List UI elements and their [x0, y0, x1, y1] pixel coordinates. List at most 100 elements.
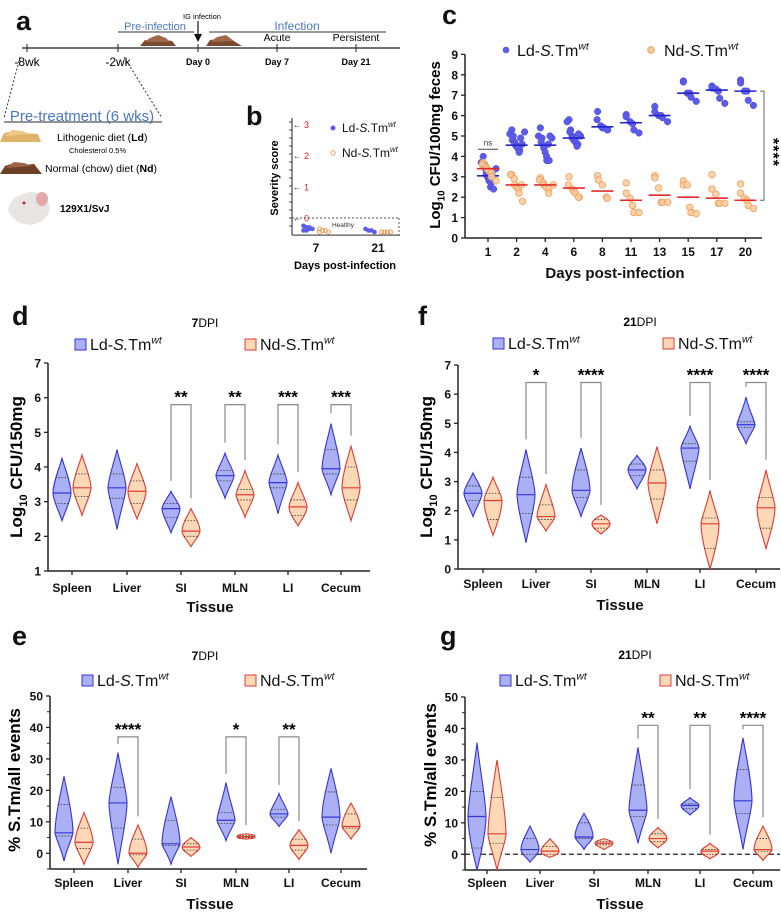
- data-point-ld: [545, 156, 553, 165]
- legend-text-italic: S.: [690, 43, 705, 60]
- significance-bracket: [277, 404, 299, 473]
- x-tick-label: Liver: [114, 876, 143, 890]
- data-point-ld: [679, 78, 687, 86]
- violin-ld: [467, 742, 487, 871]
- x-tick-label: 8: [599, 245, 606, 259]
- significance-stars: ****: [578, 365, 605, 384]
- x-tick-label: Spleen: [52, 581, 91, 595]
- significance-stars: **: [693, 708, 707, 727]
- data-point-nd: [651, 174, 659, 182]
- data-point-ld: [304, 228, 309, 233]
- nd-diet-label: Normal (chow) diet (Nd): [45, 163, 157, 175]
- y-label-text: CFU/150mg: [7, 396, 26, 494]
- violin-body: [74, 810, 94, 866]
- x-axis-label: Tissue: [596, 896, 643, 913]
- title-text: DPI: [632, 648, 652, 662]
- violin-ld: [52, 456, 72, 523]
- fecal-cfu-chart: 0 1 2 3 4 5 6 7 8 9 1 2 4 6 8 11 13 15 17 20 Days post-infec…: [427, 42, 781, 282]
- arrow-left-icon: ←: [293, 120, 301, 129]
- legend-text-italic: S.: [361, 146, 372, 160]
- y-tick-label: 0: [36, 847, 43, 861]
- significance-bracket: [637, 724, 659, 819]
- y-label-text: % S.Tm/all events: [421, 703, 440, 847]
- y-label-subscript: 10: [428, 494, 440, 506]
- legend-text: Tm: [555, 43, 578, 60]
- violin-nd: [72, 452, 92, 518]
- data-point-nd: [692, 209, 700, 218]
- legend-superscript: wt: [158, 672, 170, 683]
- y-tick-label: 5: [34, 426, 41, 440]
- panel-label-b: b: [246, 101, 263, 131]
- data-point-nd: [749, 204, 758, 213]
- data-point-nd: [622, 189, 630, 197]
- y-axis-label: % S.Tm/all events: [5, 708, 24, 852]
- legend-text: Tm: [373, 146, 390, 160]
- violin-body: [54, 776, 74, 862]
- violin-body: [235, 468, 255, 520]
- legend-text: Nd-: [664, 43, 690, 60]
- violin-ld: [571, 447, 591, 519]
- x-tick-label: Cecum: [736, 577, 776, 591]
- title-day: 21: [618, 648, 632, 662]
- tissue-cfu-7dpi-chart: 1 2 3 4 5 6 7 Spleen Liver SI MLN LI Cecum Tissue Log1…: [7, 316, 370, 616]
- arrow-left-icon: ←: [293, 183, 301, 192]
- data-point-nd: [317, 229, 322, 235]
- tick-label-minus8wk: -8wk: [14, 55, 40, 69]
- data-point-ld: [594, 107, 602, 116]
- data-point-ld: [517, 134, 525, 142]
- healthy-annotation: Healthy: [332, 222, 355, 229]
- y-axis-label: Severity score: [269, 140, 281, 215]
- violin-ld: [628, 747, 648, 844]
- significance-stars: **: [282, 720, 296, 739]
- legend-superscript: wt: [390, 145, 399, 154]
- legend-text-italic: S.: [540, 43, 555, 60]
- legend-text-italic: S.: [704, 336, 719, 353]
- legend-swatch-nd: [659, 674, 672, 687]
- x-tick-label: Cecum: [733, 876, 773, 890]
- legend-text-italic: S.: [701, 673, 716, 690]
- data-point-nd: [574, 193, 583, 201]
- data-point-nd: [708, 171, 716, 179]
- legend-text: Tm: [716, 673, 739, 690]
- data-point-nd: [487, 173, 496, 181]
- y-tick-label: 7: [451, 89, 458, 103]
- significance-stars: ****: [687, 365, 714, 384]
- legend-text: Tm: [371, 121, 388, 135]
- legend-text: Nd-: [678, 336, 704, 353]
- title-text: DPI: [637, 315, 657, 329]
- x-tick-label: Liver: [526, 876, 555, 890]
- x-tick-label: 13: [653, 245, 667, 259]
- legend-swatch-ld: [492, 337, 505, 350]
- pre-infection-label: Pre-infection: [124, 21, 186, 33]
- title-day: 21: [623, 315, 637, 329]
- panel-label-d: d: [12, 301, 29, 331]
- legend-marker-ld: [502, 46, 510, 54]
- legend-marker-nd: [330, 150, 336, 156]
- panel-label-g: g: [440, 621, 457, 651]
- violin-body: [161, 489, 181, 535]
- significance-bracket: [760, 90, 765, 201]
- legend-text: Nd-: [342, 146, 361, 160]
- data-point-nd: [736, 180, 745, 188]
- ig-infection-label: IG infection: [183, 12, 221, 21]
- violin-body: [181, 507, 201, 548]
- tick-label-day21: Day 21: [341, 57, 370, 67]
- violin-ld: [520, 824, 540, 864]
- chow-pellets-icon: [0, 130, 41, 142]
- legend-swatch-ld: [81, 674, 94, 687]
- violin-body: [574, 812, 594, 851]
- significance-stars: ****: [740, 708, 767, 727]
- infection-label: Infection: [274, 19, 319, 33]
- legend-label-nd: Nd-S.Tmwt: [260, 336, 336, 354]
- y-tick-label: 2: [304, 151, 309, 161]
- violin-nd: [700, 842, 720, 860]
- data-point-nd: [736, 189, 745, 197]
- violin-body: [321, 768, 341, 854]
- legend-text: Ld-: [97, 673, 120, 690]
- legend-label-nd: Nd-S.Tmwt: [675, 672, 751, 690]
- data-point-ld: [573, 142, 581, 150]
- x-axis-label: Tissue: [186, 599, 233, 616]
- violin-ld: [216, 782, 236, 843]
- violin-body: [288, 480, 308, 528]
- legend-label-ld: Ld-S.Tmwt: [90, 336, 163, 354]
